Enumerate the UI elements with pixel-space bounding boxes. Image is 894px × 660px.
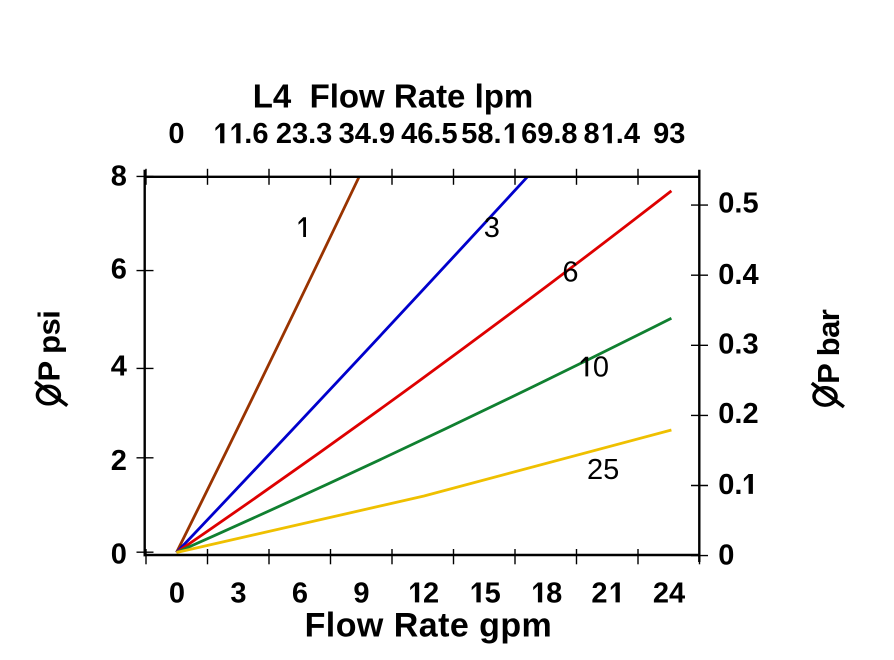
svg-text:93: 93 [653,118,685,150]
svg-text:0.3: 0.3 [718,329,758,361]
svg-text:9: 9 [353,577,369,609]
svg-text:0: 0 [168,118,184,150]
svg-text:2: 2 [591,577,607,609]
svg-text:.4: .4 [616,118,640,150]
svg-text:L4 Flow Rate lpm: L4 Flow Rate lpm [253,78,534,115]
svg-text:8: 8 [111,161,127,193]
svg-text:2: 2 [423,577,439,609]
svg-text:P psi: P psi [32,311,67,382]
svg-text:4: 4 [111,351,127,383]
svg-text:34.9: 34.9 [339,118,395,150]
svg-text:Flow Rate gpm: Flow Rate gpm [305,607,553,645]
svg-text:0: 0 [593,351,609,383]
svg-text:2: 2 [111,445,127,477]
svg-text:25: 25 [587,454,619,486]
svg-text:24: 24 [653,577,685,609]
svg-text:69.8: 69.8 [521,118,577,150]
svg-text:0.4: 0.4 [718,259,758,291]
svg-text:P bar: P bar [811,309,846,384]
svg-text:.6: .6 [244,118,268,150]
svg-text:3: 3 [230,577,246,609]
svg-text:8: 8 [584,118,600,150]
svg-text:5: 5 [485,577,501,609]
svg-text:23.3: 23.3 [276,118,332,150]
svg-text:8: 8 [546,577,562,609]
svg-text:6: 6 [111,253,127,285]
svg-text:46.5: 46.5 [401,118,457,150]
svg-text:6: 6 [562,256,578,288]
svg-text:58.: 58. [461,118,501,150]
svg-text:3: 3 [484,212,500,244]
svg-text:6: 6 [292,577,308,609]
svg-text:0: 0 [718,539,734,571]
svg-text:0: 0 [111,539,127,571]
svg-text:0.5: 0.5 [718,188,758,220]
svg-text:0.2: 0.2 [718,398,758,430]
svg-text:0.: 0. [718,469,742,501]
svg-text:0: 0 [169,577,185,609]
